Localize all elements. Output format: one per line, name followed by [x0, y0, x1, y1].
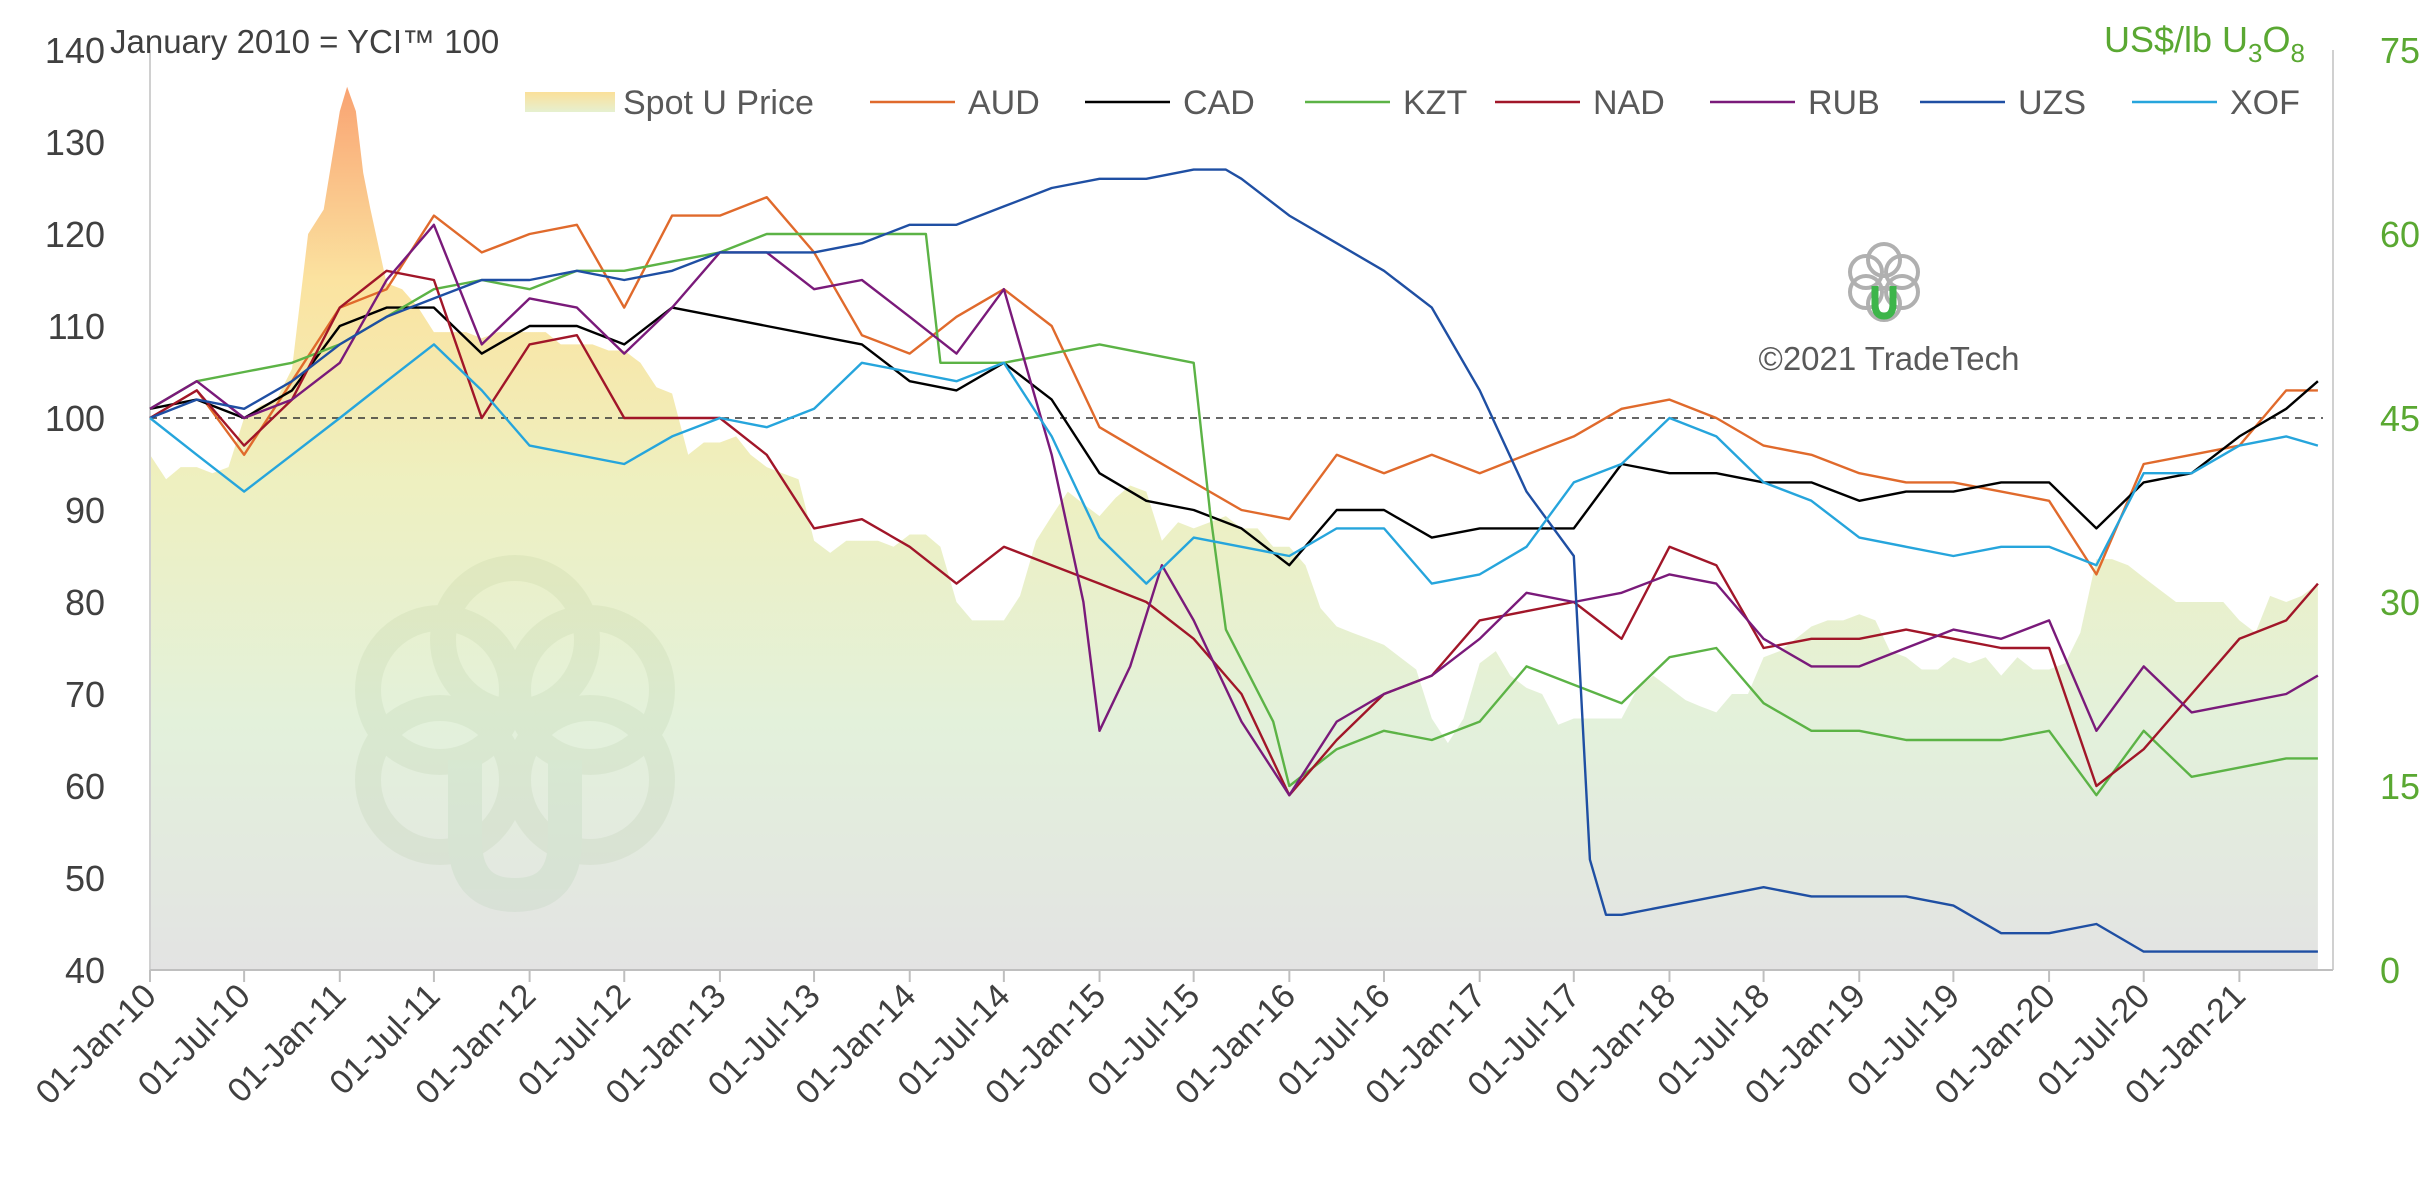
y-tick-label: 110 — [48, 306, 105, 347]
y-tick-label: 80 — [65, 582, 105, 623]
x-tick-label: 01-Jan-10 — [29, 977, 164, 1112]
right-axis-unit: US$/lb U3O8 — [2104, 19, 2305, 68]
legend-label-xof: XOF — [2230, 84, 2300, 122]
axes-layer — [149, 50, 2334, 982]
y-tick-label: 40 — [65, 950, 105, 991]
series-line-xof — [149, 343, 2319, 585]
series-line-aud — [149, 195, 2318, 576]
legend-label-rub: RUB — [1808, 84, 1880, 122]
y-tick-label: 120 — [45, 214, 105, 255]
y-tick-label: 70 — [65, 674, 105, 715]
y-tick-label: 90 — [65, 490, 105, 531]
watermark-logo — [355, 555, 675, 913]
series-layer — [149, 168, 2319, 953]
y-tick-label: 140 — [45, 30, 105, 71]
y2-tick-label: 30 — [2380, 582, 2420, 623]
y-tick-label: 50 — [65, 858, 105, 899]
y2-tick-label: 0 — [2380, 950, 2400, 991]
legend-label-spot-u-price: Spot U Price — [623, 84, 814, 122]
series-line-kzt — [149, 232, 2318, 797]
y2-tick-label: 15 — [2380, 766, 2420, 807]
legend-label-uzs: UZS — [2018, 84, 2086, 122]
series-line-rub — [149, 223, 2319, 797]
tradetech-logo-icon — [1848, 242, 1920, 322]
series-line-uzs — [149, 168, 2318, 953]
copyright-text: ©2021 TradeTech — [1759, 340, 2020, 377]
index-base-note: January 2010 = YCI™ 100 — [110, 23, 499, 60]
series-line-cad — [149, 306, 2319, 567]
y-tick-label: 130 — [45, 122, 105, 163]
spot-price-area-layer — [150, 86, 2318, 971]
legend-swatch-spot-u-price — [525, 92, 615, 112]
y-tick-label: 100 — [45, 398, 105, 439]
chart-legend: Spot U Price AUD CAD KZT NAD RUB UZS XOF — [525, 84, 2300, 122]
y2-tick-label: 75 — [2380, 30, 2420, 71]
y2-tick-label: 60 — [2380, 214, 2420, 255]
legend-label-aud: AUD — [968, 84, 1040, 122]
legend-label-kzt: KZT — [1403, 84, 1467, 122]
spot-u-price-area — [150, 86, 2318, 971]
legend-label-nad: NAD — [1593, 84, 1665, 122]
y-tick-label: 60 — [65, 766, 105, 807]
legend-label-cad: CAD — [1183, 84, 1255, 122]
y2-tick-label: 45 — [2380, 398, 2420, 439]
series-line-nad — [149, 269, 2319, 797]
